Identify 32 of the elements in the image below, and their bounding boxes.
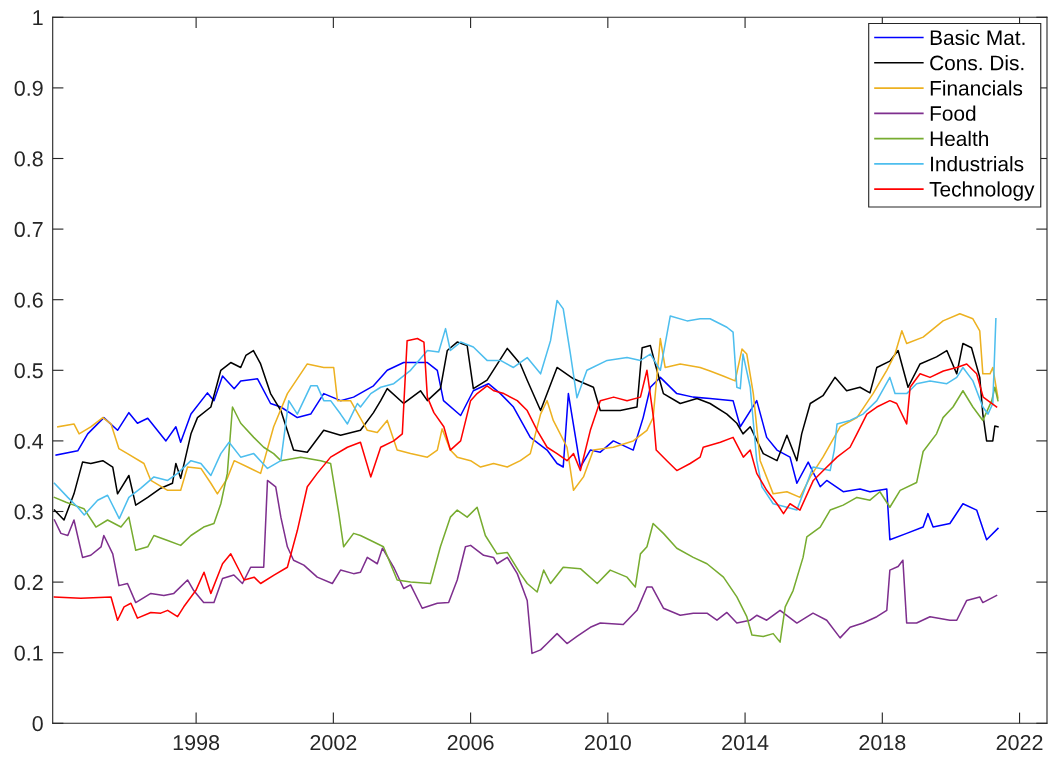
legend-label: Basic Mat. [930, 29, 1025, 46]
x-tick-label: 1998 [173, 734, 220, 751]
line-series [57, 313, 999, 499]
legend-label: Food [930, 105, 976, 121]
legend-label: Health [930, 130, 988, 147]
y-tick-label: 0.3 [14, 504, 43, 520]
line-series [53, 479, 998, 655]
y-tick-label: 0.8 [14, 151, 43, 167]
y-tick-label: 0.6 [14, 292, 43, 308]
x-tick-label: 2022 [996, 734, 1043, 751]
legend-label: Financials [930, 80, 1023, 96]
x-tick-label: 2018 [859, 734, 906, 751]
line-series [53, 341, 999, 521]
line-series [55, 361, 999, 541]
y-tick-label: 0.4 [14, 433, 44, 449]
y-tick-label: 0 [32, 716, 43, 732]
x-tick-label: 2014 [722, 734, 769, 751]
y-tick-label: 0.7 [14, 221, 43, 238]
legend-label: Cons. Dis. [930, 55, 1024, 71]
x-tick-label: 2010 [584, 734, 631, 751]
y-tick-label: 1 [33, 10, 43, 26]
x-tick-label: 2002 [310, 734, 357, 751]
line-series [53, 337, 998, 621]
legend-label: Technology [929, 181, 1035, 201]
line-series [53, 299, 997, 520]
y-tick-label: 0.2 [14, 574, 43, 591]
line-series [53, 386, 999, 643]
x-tick-label: 2006 [447, 734, 494, 751]
legend-label: Industrials [931, 156, 1024, 172]
y-tick-label: 0.5 [14, 363, 43, 379]
y-tick-label: 0.9 [14, 80, 43, 96]
y-tick-label: 0.1 [14, 645, 43, 661]
